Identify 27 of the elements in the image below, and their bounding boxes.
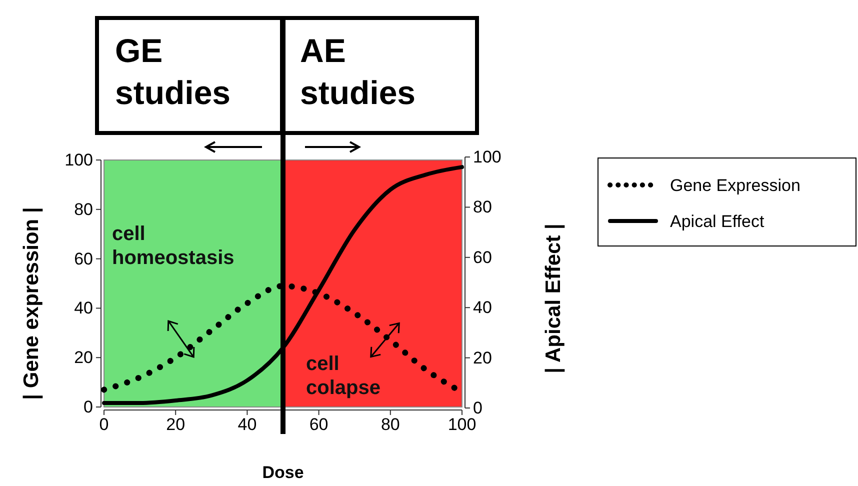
y2-tick-label: 60: [473, 248, 492, 267]
legend-label: Apical Effect: [670, 212, 764, 231]
text: GE studies: [115, 32, 231, 111]
y-tick-label: 100: [64, 150, 93, 170]
y2-tick-label: 40: [473, 298, 492, 318]
y2-tick-label: 20: [473, 348, 492, 368]
x-tick-label: 80: [380, 415, 400, 434]
x-axis-title: Dose: [262, 463, 304, 482]
y-axis-title: | Gene expression |: [20, 207, 43, 400]
x-tick-label: 0: [99, 415, 109, 434]
y2-tick-label: 100: [473, 147, 502, 166]
x-tick-label: 100: [448, 415, 476, 434]
y2-tick-label: 80: [473, 198, 492, 217]
x-tick-label: 20: [166, 415, 186, 434]
x-tick-label: 60: [309, 415, 328, 434]
y-tick-label: 0: [84, 397, 93, 416]
annotation: cell colapse: [306, 353, 380, 399]
y-tick-label: 80: [74, 200, 93, 219]
y2-axis-title: | Apical Effect |: [542, 224, 565, 374]
y-tick-label: 40: [74, 298, 93, 318]
y2-tick-label: 0: [473, 398, 482, 418]
y-tick-label: 60: [74, 249, 93, 268]
x-tick-label: 40: [238, 415, 257, 434]
text: AE studies: [300, 32, 416, 111]
legend-label: Gene Expression: [670, 176, 800, 195]
y-tick-label: 20: [74, 348, 93, 368]
annotation: cell homeostasis: [112, 223, 234, 269]
